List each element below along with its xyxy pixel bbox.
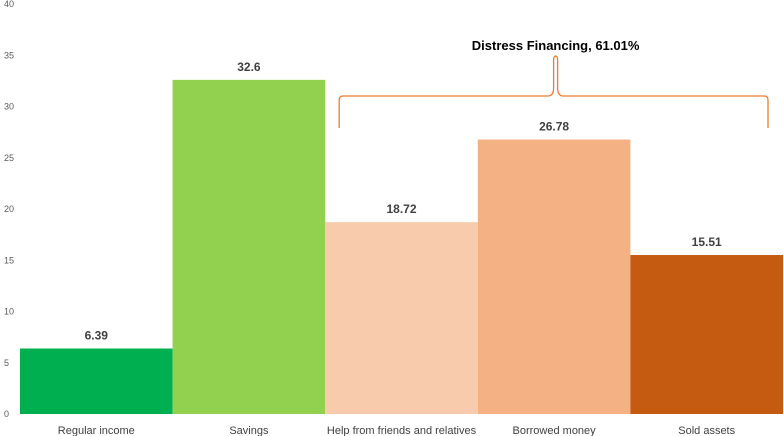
category-label: Help from friends and relatives: [327, 425, 477, 436]
data-label: 32.6: [237, 60, 261, 74]
category-label: Sold assets: [678, 425, 735, 436]
annotation-bracket: [338, 55, 769, 128]
category-label: Regular income: [58, 425, 135, 436]
category-label: Borrowed money: [513, 425, 597, 436]
data-labels: 6.39 32.6 18.72 26.78 15.51: [85, 60, 722, 343]
bar: [477, 139, 631, 414]
category-labels: Regular income Savings Help from friends a…: [58, 425, 736, 436]
y-tick-label: 15: [4, 255, 14, 265]
annotation-label: Distress Financing, 61.01%: [472, 38, 640, 53]
bars: [20, 79, 783, 414]
y-tick-label: 35: [4, 50, 14, 60]
data-label: 6.39: [85, 329, 109, 343]
data-label: 26.78: [539, 120, 569, 134]
bar: [325, 222, 478, 414]
y-tick-label: 0: [4, 409, 9, 419]
data-label: 15.51: [692, 235, 722, 249]
y-tick-label: 30: [4, 102, 14, 112]
bar: [172, 79, 326, 414]
bar: [630, 255, 783, 414]
y-axis: 0 5 10 15 20 25 30 35 40: [4, 0, 14, 419]
y-tick-label: 10: [4, 307, 14, 317]
y-tick-label: 25: [4, 153, 14, 163]
y-tick-label: 5: [4, 358, 9, 368]
y-tick-label: 40: [4, 0, 14, 9]
data-label: 18.72: [386, 202, 416, 216]
category-label: Savings: [229, 425, 269, 436]
y-tick-label: 20: [4, 204, 14, 214]
bar: [20, 348, 173, 414]
distress-financing-annotation: Distress Financing, 61.01%: [338, 38, 769, 128]
